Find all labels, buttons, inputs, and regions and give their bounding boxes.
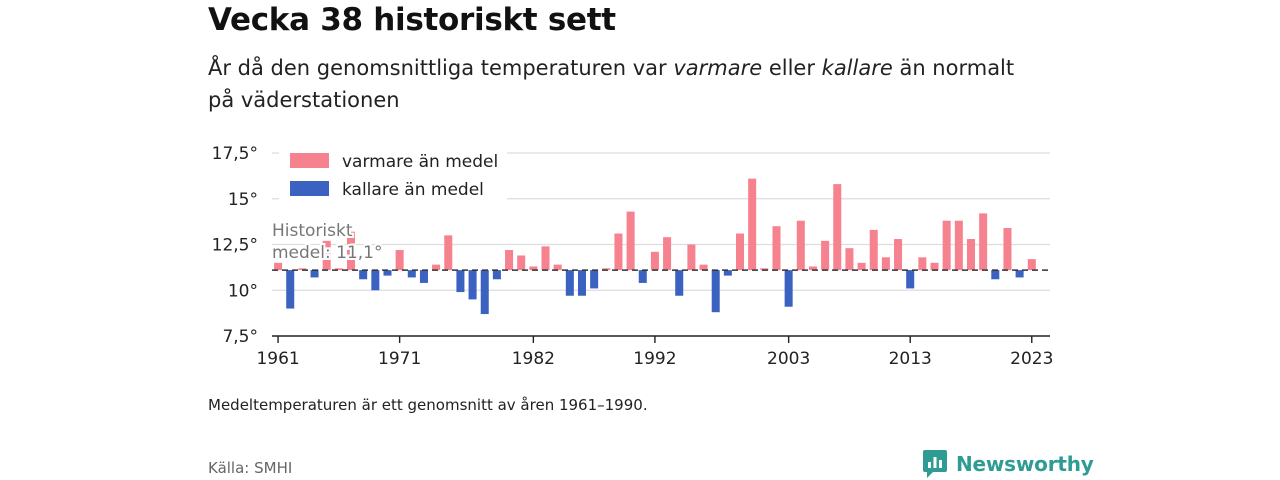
bars [274,178,1036,315]
mean-label-line-2: medel: 11,1° [272,243,382,263]
bar-colder [638,270,647,283]
bar-warmer [517,255,526,271]
bar-warmer [395,249,404,271]
bar-warmer [942,220,951,271]
bar-chart: 7,5° 10° 12,5° 15° 17,5° 1961 1971 1982 1992 200… [212,144,1054,369]
y-tick-label: 7,5° [222,327,258,347]
y-tick-label: 15° [228,190,258,210]
bar-warmer [687,244,696,271]
x-tick-label: 2013 [889,349,932,369]
bar-colder [723,270,732,276]
x-tick-label: 1982 [512,349,555,369]
bar-warmer [553,264,562,271]
legend-swatch-colder [290,181,329,196]
subtitle-text-1: År då den genomsnittliga temperaturen va… [208,56,674,80]
bar-warmer [748,178,757,271]
bar-warmer [772,226,781,271]
chart-subtitle: År då den genomsnittliga temperaturen va… [208,52,1028,116]
x-tick-label: 1971 [378,349,421,369]
bar-warmer [529,266,538,271]
bar-warmer [857,262,866,271]
x-tick-label: 1961 [256,349,299,369]
bar-warmer [626,211,635,271]
y-tick-label: 12,5° [212,236,258,256]
bar-warmer [930,262,939,271]
y-tick-label: 10° [228,281,258,301]
bar-colder [565,270,574,296]
bar-warmer [614,233,623,271]
bar-colder [1015,270,1024,278]
bar-colder [407,270,416,278]
source-label: Källa: SMHI [208,459,293,477]
bar-warmer [650,251,659,271]
bar-colder [359,270,368,280]
bar-warmer [979,213,988,271]
bar-colder [784,270,793,307]
subtitle-emphasis-warmer: varmare [673,56,763,80]
bar-warmer [1027,259,1036,271]
bar-warmer [1003,228,1012,271]
brand-name: Newsworthy [956,452,1094,476]
bar-colder [371,270,380,291]
bar-colder [286,270,295,309]
legend-label-warmer: varmare än medel [342,152,498,172]
bar-warmer [274,262,283,271]
bar-warmer [602,268,611,271]
x-tick-label: 2023 [1010,349,1053,369]
x-tick-label: 2003 [767,349,810,369]
bar-colder [906,270,915,289]
bar-warmer [966,239,975,271]
bar-warmer [347,231,356,271]
bar-colder [577,270,586,296]
bar-colder [590,270,599,289]
bar-colder [419,270,428,283]
bar-warmer [869,229,878,271]
legend-swatch-warmer [290,153,329,168]
bar-warmer [796,220,805,271]
bar-colder [456,270,465,293]
y-tick-label: 17,5° [212,144,258,164]
bar-warmer [881,257,890,271]
bar-warmer [833,184,842,271]
subtitle-text-2: eller [762,56,822,80]
bar-warmer [845,248,854,271]
bar-colder [675,270,684,296]
bar-warmer [432,264,441,271]
brand-logo[interactable]: Newsworthy [922,449,1094,479]
bar-warmer [736,233,745,271]
bar-warmer [663,237,672,271]
bar-colder [480,270,489,315]
mean-label-line-1: Historiskt [272,221,353,241]
legend: varmare än medel kallare än medel [279,146,507,202]
bar-warmer [760,268,769,271]
bar-warmer [894,239,903,271]
bar-colder [383,270,392,276]
subtitle-emphasis-colder: kallare [821,56,893,80]
bar-warmer [918,257,927,271]
bar-warmer [298,268,307,271]
bar-colder [991,270,1000,280]
bar-warmer [444,235,453,271]
bar-warmer [334,268,343,271]
footnote: Medeltemperaturen är ett genomsnitt av å… [208,396,648,414]
bar-colder [310,270,319,278]
historical-mean-annotation: Historiskt medel: 11,1° [270,219,384,265]
y-axis-ticks: 7,5° 10° 12,5° 15° 17,5° [212,144,258,347]
bar-warmer [541,246,550,271]
bar-warmer [821,240,830,271]
bar-warmer [505,249,514,271]
x-tick-label: 1992 [633,349,676,369]
bar-warmer [954,220,963,271]
bar-colder [492,270,501,280]
x-axis: 1961 1971 1982 1992 2003 2013 2023 [256,335,1053,369]
newsworthy-logo-icon [923,450,947,478]
page-title: Vecka 38 historiskt sett [208,2,616,38]
bar-warmer [808,266,817,271]
subtitle-text-3: än normalt på väderstationen [208,56,1015,112]
bar-warmer [699,264,708,271]
bar-colder [468,270,477,300]
legend-label-colder: kallare än medel [342,180,484,200]
bar-warmer [322,240,331,271]
bar-colder [711,270,720,313]
